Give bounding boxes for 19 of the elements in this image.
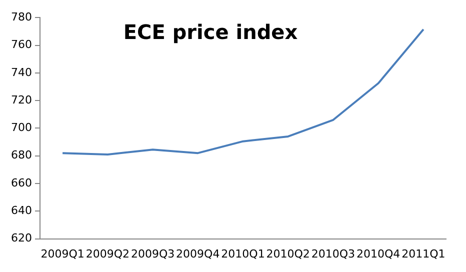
y-tick-label: 780 bbox=[10, 10, 32, 24]
y-tick-label: 680 bbox=[10, 148, 32, 162]
x-tick-label: 2009Q1 bbox=[40, 247, 84, 260]
x-tick-label: 2010Q3 bbox=[311, 247, 356, 260]
y-tick-label: 620 bbox=[10, 232, 32, 245]
y-tick-label: 640 bbox=[10, 204, 32, 218]
x-tick-label: 2009Q4 bbox=[176, 247, 220, 260]
x-tick-label: 2011Q1 bbox=[402, 247, 446, 260]
chart-title: ECE price index bbox=[123, 20, 298, 44]
x-tick-label: 2010Q2 bbox=[266, 247, 310, 260]
y-tick-label: 720 bbox=[10, 93, 32, 106]
x-tick-label: 2009Q3 bbox=[130, 247, 175, 260]
x-tick-label: 2009Q2 bbox=[86, 247, 130, 260]
x-tick-label: 2010Q1 bbox=[221, 247, 265, 260]
y-tick-label: 760 bbox=[10, 38, 32, 52]
y-tick-label: 660 bbox=[10, 176, 32, 190]
y-tick-label: 700 bbox=[10, 121, 32, 134]
y-tick-label: 740 bbox=[10, 66, 32, 79]
x-tick-label: 2010Q4 bbox=[356, 247, 400, 260]
